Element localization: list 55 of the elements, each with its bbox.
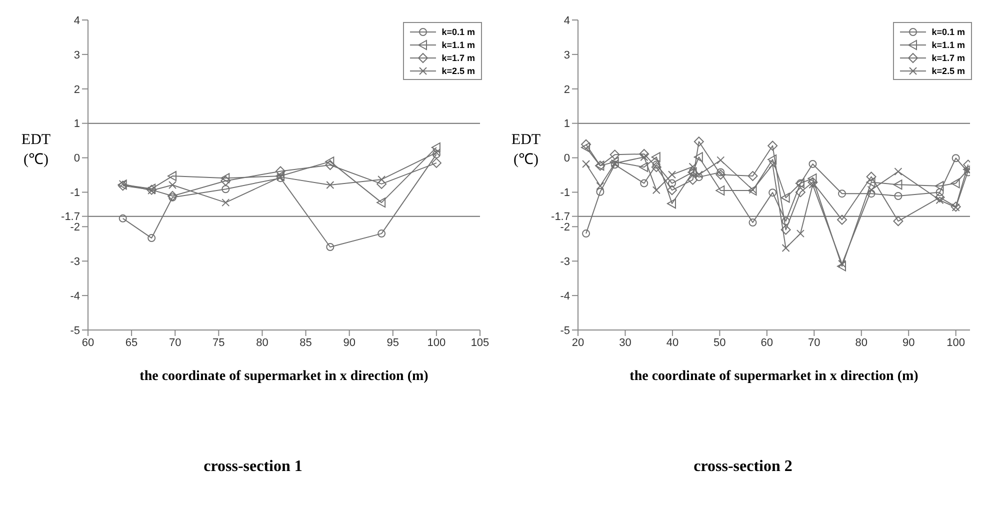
legend-label: k=2.5 m (442, 66, 475, 76)
y-tick-label: 3 (564, 49, 570, 62)
y-tick-label: -1.7 (61, 211, 80, 224)
y-tick-label: -3 (70, 256, 80, 268)
x-axis-title: the coordinate of supermarket in x direction (m) (630, 369, 919, 384)
y-tick-label: -2 (70, 222, 80, 234)
x-tick-label: 85 (300, 336, 312, 349)
y-tick-label: -3 (560, 256, 570, 268)
y-tick-label: -2 (560, 222, 570, 234)
x-tick-label: 60 (82, 336, 94, 349)
x-tick-label: 90 (902, 336, 915, 349)
y-tick-label: -1 (560, 187, 570, 200)
x-tick-label: 60 (760, 336, 774, 349)
y-tick-label: 0 (74, 152, 80, 165)
y-tick-label: -4 (70, 290, 80, 302)
x-tick-label: 50 (714, 336, 726, 349)
y-tick-label: 2 (564, 84, 570, 96)
x-tick-label: 40 (666, 336, 679, 349)
x-tick-label: 90 (343, 336, 356, 349)
legend-label: k=1.7 m (442, 52, 475, 62)
x-tick-label: 70 (168, 336, 182, 349)
x-axis-title: the coordinate of supermarket in x direction (m) (140, 369, 429, 384)
legend-label: k=0.1 m (442, 26, 475, 36)
y-axis-title: EDT (℃) (511, 132, 541, 168)
y-tick-label: 4 (74, 14, 80, 27)
legend-label: k=1.1 m (442, 40, 475, 50)
y-tick-label: -4 (560, 290, 570, 302)
legend-label: k=2.5 m (932, 66, 965, 76)
x-tick-label: 80 (256, 336, 268, 349)
x-tick-label: 95 (386, 336, 400, 349)
y-tick-label: 1 (74, 118, 80, 130)
y-tick-label: -1 (70, 187, 80, 200)
legend-label: k=1.1 m (932, 40, 965, 50)
legend-label: k=0.1 m (932, 26, 965, 36)
y-tick-label: 4 (564, 14, 570, 27)
y-tick-label: 1 (564, 118, 570, 130)
x-tick-label: 65 (125, 336, 138, 349)
x-tick-label: 70 (808, 336, 820, 349)
text: cross-section 1 (202, 458, 304, 476)
x-tick-label: 30 (619, 336, 632, 349)
y-tick-label: 2 (74, 84, 80, 96)
y-tick-label: 3 (74, 49, 80, 62)
legend-label: k=1.7 m (932, 52, 965, 62)
x-tick-label: 100 (946, 336, 966, 349)
y-tick-label: -5 (70, 324, 80, 337)
x-tick-label: 75 (212, 336, 225, 349)
text: cross-section 2 (692, 458, 794, 476)
x-tick-label: 20 (572, 336, 584, 349)
y-axis-title: EDT (℃) (21, 132, 51, 168)
x-tick-label: 105 (470, 336, 490, 349)
x-tick-label: 80 (855, 336, 868, 349)
y-tick-label: -1.7 (551, 211, 570, 224)
x-tick-label: 100 (427, 336, 446, 349)
y-tick-label: -5 (560, 324, 570, 337)
y-tick-label: 0 (564, 152, 570, 165)
